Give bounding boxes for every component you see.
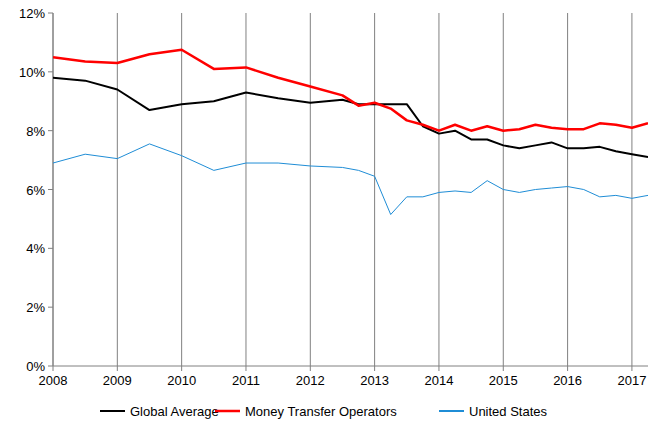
grid-line xyxy=(374,13,375,366)
grid-line xyxy=(567,13,568,366)
y-tick xyxy=(48,130,53,131)
x-tick xyxy=(438,366,439,371)
y-tick xyxy=(48,366,53,367)
y-tick-label: 6% xyxy=(26,183,45,198)
y-tick-label: 4% xyxy=(26,241,45,256)
y-tick xyxy=(48,307,53,308)
x-tick xyxy=(117,366,118,371)
x-tick-label: 2012 xyxy=(296,373,325,388)
y-tick-label: 2% xyxy=(26,300,45,315)
y-tick-label: 0% xyxy=(26,359,45,374)
legend: Global Average Money Transfer Operators Un… xyxy=(100,404,548,419)
chart: 2008 2009 2010 2011 2012 2013 2014 2015 2016 2017… xyxy=(0,0,658,429)
x-tick xyxy=(567,366,568,371)
x-tick xyxy=(374,366,375,371)
series-line xyxy=(53,50,648,131)
series-line xyxy=(53,78,648,157)
legend-label: United States xyxy=(469,404,548,419)
x-tick-label: 2011 xyxy=(232,373,260,388)
x-tick-label: 2010 xyxy=(167,373,196,388)
x-tick xyxy=(181,366,182,371)
legend-swatch xyxy=(439,410,464,412)
legend-swatch xyxy=(100,410,125,412)
x-tick xyxy=(53,366,54,371)
legend-label: Global Average xyxy=(130,404,219,419)
grid-line xyxy=(245,13,246,366)
grid-line xyxy=(181,13,182,366)
y-tick-label: 8% xyxy=(26,124,45,139)
x-tick-label: 2009 xyxy=(103,373,132,388)
x-tick-label: 2008 xyxy=(39,373,68,388)
y-tick-label: 10% xyxy=(19,65,45,80)
x-tick-label: 2016 xyxy=(553,373,582,388)
y-tick-label: 12% xyxy=(19,6,45,21)
grid-line xyxy=(438,13,439,366)
series-line xyxy=(53,144,648,215)
y-tick xyxy=(48,189,53,190)
x-tick-label: 2015 xyxy=(489,373,518,388)
grid-line xyxy=(631,13,632,366)
y-axis xyxy=(53,13,54,366)
x-tick xyxy=(310,366,311,371)
y-tick xyxy=(48,71,53,72)
grid-line xyxy=(117,13,118,366)
x-tick-label: 2017 xyxy=(617,373,646,388)
x-axis xyxy=(53,366,648,367)
x-tick-label: 2014 xyxy=(424,373,453,388)
legend-swatch xyxy=(215,410,240,413)
x-tick xyxy=(245,366,246,371)
y-tick xyxy=(48,13,53,14)
grid-line xyxy=(53,13,54,366)
y-tick xyxy=(48,248,53,249)
x-tick-label: 2013 xyxy=(360,373,389,388)
legend-label: Money Transfer Operators xyxy=(245,404,397,419)
x-tick xyxy=(631,366,632,371)
x-tick xyxy=(503,366,504,371)
grid-line xyxy=(310,13,311,366)
series-group xyxy=(53,50,648,215)
